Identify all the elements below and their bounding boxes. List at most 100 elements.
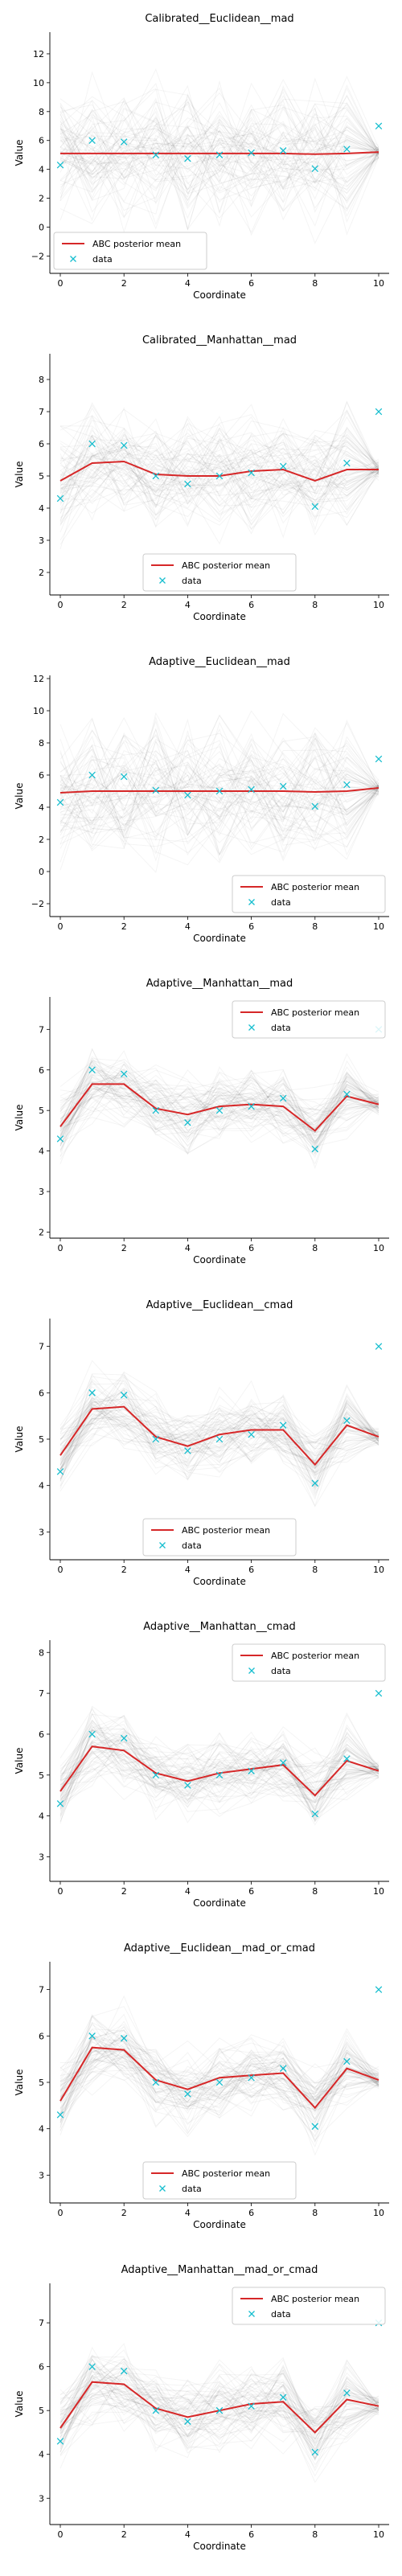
posterior-sample-line: [59, 100, 379, 195]
x-tick-label: 4: [185, 278, 191, 289]
posterior-sample-line: [59, 759, 379, 852]
data-point-marker: [279, 462, 287, 470]
posterior-sample-line: [59, 92, 379, 199]
posterior-sample-line: [59, 739, 379, 843]
posterior-sample-line: [59, 456, 379, 516]
posterior-sample-line: [59, 1064, 379, 1130]
posterior-sample-lines: [59, 68, 379, 244]
posterior-sample-line: [59, 1409, 379, 1498]
posterior-sample-line: [59, 2051, 379, 2116]
posterior-sample-line: [59, 2024, 379, 2124]
posterior-sample-line: [59, 1379, 379, 1490]
legend-box: [142, 2161, 297, 2200]
posterior-sample-line: [59, 763, 379, 841]
posterior-sample-line: [59, 435, 379, 507]
posterior-sample-line: [59, 2055, 379, 2141]
posterior-sample-line: [59, 1705, 379, 1824]
data-point-marker: [88, 1066, 96, 1074]
posterior-sample-line: [59, 1404, 379, 1470]
posterior-sample-line: [59, 2049, 379, 2131]
posterior-sample-line: [59, 1749, 379, 1800]
data-point-marker: [311, 165, 319, 173]
posterior-sample-line: [59, 2053, 379, 2128]
data-point-marker: [375, 755, 383, 763]
x-tick-label: 4: [185, 600, 191, 610]
posterior-sample-line: [59, 1073, 379, 1155]
legend: ABC posterior mean data: [142, 553, 297, 592]
posterior-sample-line: [59, 102, 379, 185]
posterior-sample-line: [59, 2355, 379, 2447]
posterior-sample-line: [59, 1085, 379, 1155]
data-point-marker: [375, 1689, 383, 1697]
data-point-marker: [248, 1102, 255, 1110]
posterior-sample-line: [59, 2048, 379, 2116]
posterior-sample-line: [59, 441, 379, 545]
posterior-sample-line: [59, 1064, 379, 1142]
data-point-marker: [120, 1391, 128, 1399]
posterior-sample-line: [59, 750, 379, 849]
legend-label: data: [182, 2184, 202, 2194]
posterior-sample-line: [59, 2355, 379, 2450]
posterior-sample-line: [59, 1394, 379, 1507]
posterior-sample-line: [59, 736, 379, 839]
posterior-sample-line: [59, 118, 379, 210]
posterior-sample-line: [59, 125, 379, 212]
posterior-sample-line: [59, 408, 379, 518]
y-tick-label: 7: [39, 2318, 44, 2328]
posterior-sample-line: [59, 720, 379, 862]
posterior-sample-line: [59, 742, 379, 848]
posterior-sample-line: [59, 2377, 379, 2450]
x-tick-label: 4: [185, 2529, 191, 2540]
y-axis-label: Value: [14, 2069, 25, 2096]
data-point-marker: [248, 469, 255, 477]
data-point-marker: [311, 1810, 319, 1818]
data-point-marker: [184, 2418, 191, 2426]
posterior-sample-line: [59, 1733, 379, 1809]
x-tick-label: 8: [312, 1243, 318, 1253]
x-axis-label: Coordinate: [193, 2219, 246, 2230]
y-axis-label: Value: [14, 1426, 25, 1453]
posterior-sample-line: [59, 1068, 379, 1130]
posterior-sample-line: [59, 2374, 379, 2443]
legend-box: [232, 1643, 386, 1682]
data-point-marker: [343, 2057, 351, 2065]
data-point-marker: [375, 122, 383, 130]
posterior-sample-line: [59, 2052, 379, 2138]
posterior-sample-line: [59, 1081, 379, 1144]
posterior-sample-line: [59, 1399, 379, 1471]
posterior-sample-line: [59, 113, 379, 191]
posterior-sample-line: [59, 1398, 379, 1507]
posterior-sample-line: [59, 1074, 379, 1142]
posterior-sample-line: [59, 2372, 379, 2469]
x-tick-label: 8: [312, 600, 318, 610]
posterior-sample-line: [59, 2384, 379, 2469]
legend-marker-swatch: [248, 1667, 255, 1674]
posterior-sample-line: [59, 1729, 379, 1804]
y-axis-label: Value: [14, 1105, 25, 1131]
posterior-sample-line: [59, 119, 379, 207]
posterior-sample-line: [59, 1082, 379, 1151]
posterior-sample-line: [59, 712, 379, 863]
posterior-sample-line: [59, 2035, 379, 2115]
posterior-mean-line: [59, 1405, 379, 1466]
posterior-sample-line: [59, 434, 379, 496]
posterior-sample-line: [59, 95, 379, 215]
posterior-sample-line: [59, 2037, 379, 2114]
posterior-sample-line: [59, 2029, 379, 2148]
legend: ABC posterior mean data: [232, 1000, 386, 1039]
posterior-sample-line: [59, 1080, 379, 1142]
x-tick-label: 6: [248, 921, 254, 932]
posterior-sample-line: [59, 2048, 379, 2123]
posterior-sample-line: [59, 2359, 379, 2431]
posterior-sample-line: [59, 433, 379, 503]
posterior-sample-line: [59, 1077, 379, 1155]
y-tick-label: 2: [39, 1227, 44, 1237]
x-tick-label: 2: [121, 1243, 127, 1253]
posterior-sample-line: [59, 710, 379, 855]
posterior-sample-line: [59, 435, 379, 539]
posterior-sample-line: [59, 433, 379, 515]
data-point-marker: [184, 2090, 191, 2098]
posterior-sample-line: [59, 1071, 379, 1152]
x-tick-label: 2: [121, 1565, 127, 1575]
